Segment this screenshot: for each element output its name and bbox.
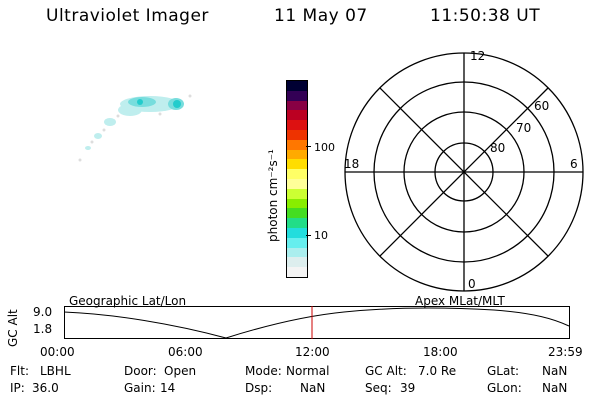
colorbar-segment <box>287 129 307 140</box>
status-ip-value: 36.0 <box>32 381 59 395</box>
colorbar-tick-mark <box>306 235 311 236</box>
status-glat-key: GLat: <box>487 364 520 378</box>
mlt-label-18: 18 <box>344 157 359 171</box>
orbit-y-tick-bottom: 1.8 <box>33 322 53 336</box>
color-scale-bar <box>286 80 308 278</box>
x-tick-1800: 18:00 <box>423 345 458 359</box>
orbit-altitude-plot <box>64 306 570 339</box>
status-mode-value: Normal <box>286 364 330 378</box>
orbit-y-tick-top: 9.0 <box>33 305 53 319</box>
mlt-label-6: 6 <box>570 157 578 171</box>
lat-label-60: 60 <box>534 99 549 113</box>
status-mode-key: Mode: <box>245 364 282 378</box>
status-seq-key: Seq: <box>365 381 392 395</box>
geographic-title: Geographic Lat/Lon <box>69 294 187 308</box>
time-label: 11:50:38 UT <box>430 6 541 26</box>
status-glat-value: NaN <box>542 364 568 378</box>
colorbar-segment <box>287 257 307 268</box>
mlt-label-12: 12 <box>470 49 485 63</box>
status-door-key: Door: <box>124 364 157 378</box>
x-tick-2359: 23:59 <box>548 345 583 359</box>
status-ip-key: IP: <box>10 381 25 395</box>
colorbar-tick-mark <box>306 146 311 147</box>
colorbar-segment <box>287 139 307 150</box>
status-dsp-key: Dsp: <box>245 381 273 395</box>
colorbar-segment <box>287 149 307 160</box>
colorbar-segment <box>287 188 307 199</box>
status-seq-value: 39 <box>400 381 416 395</box>
instrument-title: Ultraviolet Imager <box>46 6 209 26</box>
status-gcalt-value: 7.0 Re <box>418 364 457 378</box>
status-flt-value: LBHL <box>40 364 71 378</box>
orbit-y-label: GC Alt <box>6 309 20 347</box>
status-flt-key: Flt: <box>10 364 29 378</box>
colorbar-segment <box>287 247 307 258</box>
colorbar-segment <box>287 100 307 111</box>
colorbar-segment <box>287 159 307 170</box>
colorbar-segment <box>287 178 307 189</box>
lat-label-80: 80 <box>490 141 505 155</box>
status-dsp-value: NaN <box>300 381 326 395</box>
meridian-diagonal <box>379 87 549 257</box>
status-door-value: Open <box>164 364 197 378</box>
x-tick-1200: 12:00 <box>295 345 330 359</box>
apex-title: Apex MLat/MLT <box>415 294 505 308</box>
status-gain-value: 14 <box>160 381 176 395</box>
status-glon-value: NaN <box>542 381 568 395</box>
status-gcalt-key: GC Alt: <box>365 364 407 378</box>
lat-label-70: 70 <box>516 121 531 135</box>
colorbar-segment <box>287 267 307 277</box>
colorbar-segment <box>287 198 307 209</box>
colorbar-segment <box>287 120 307 130</box>
colorbar-segment <box>287 218 307 228</box>
status-glon-key: GLon: <box>487 381 522 395</box>
colorbar-segment <box>287 90 307 101</box>
colorbar-segment <box>287 208 307 219</box>
mlt-label-0: 0 <box>468 277 476 291</box>
x-tick-0600: 06:00 <box>168 345 203 359</box>
colorbar-segment <box>287 237 307 248</box>
polar-plot: 12 6 0 18 60 70 80 <box>344 49 584 292</box>
colorbar-unit-label: photon cm⁻²s⁻¹ <box>266 149 280 242</box>
uv-image <box>78 94 192 162</box>
date-label: 11 May 07 <box>274 6 368 26</box>
colorbar-tick-10: 10 <box>314 229 328 242</box>
colorbar-segment <box>287 81 307 91</box>
x-tick-0000: 00:00 <box>40 345 75 359</box>
status-gain-key: Gain: <box>124 381 156 395</box>
colorbar-segment <box>287 227 307 238</box>
colorbar-tick-100: 100 <box>314 141 335 154</box>
colorbar-segment <box>287 110 307 121</box>
colorbar-segment <box>287 169 307 179</box>
